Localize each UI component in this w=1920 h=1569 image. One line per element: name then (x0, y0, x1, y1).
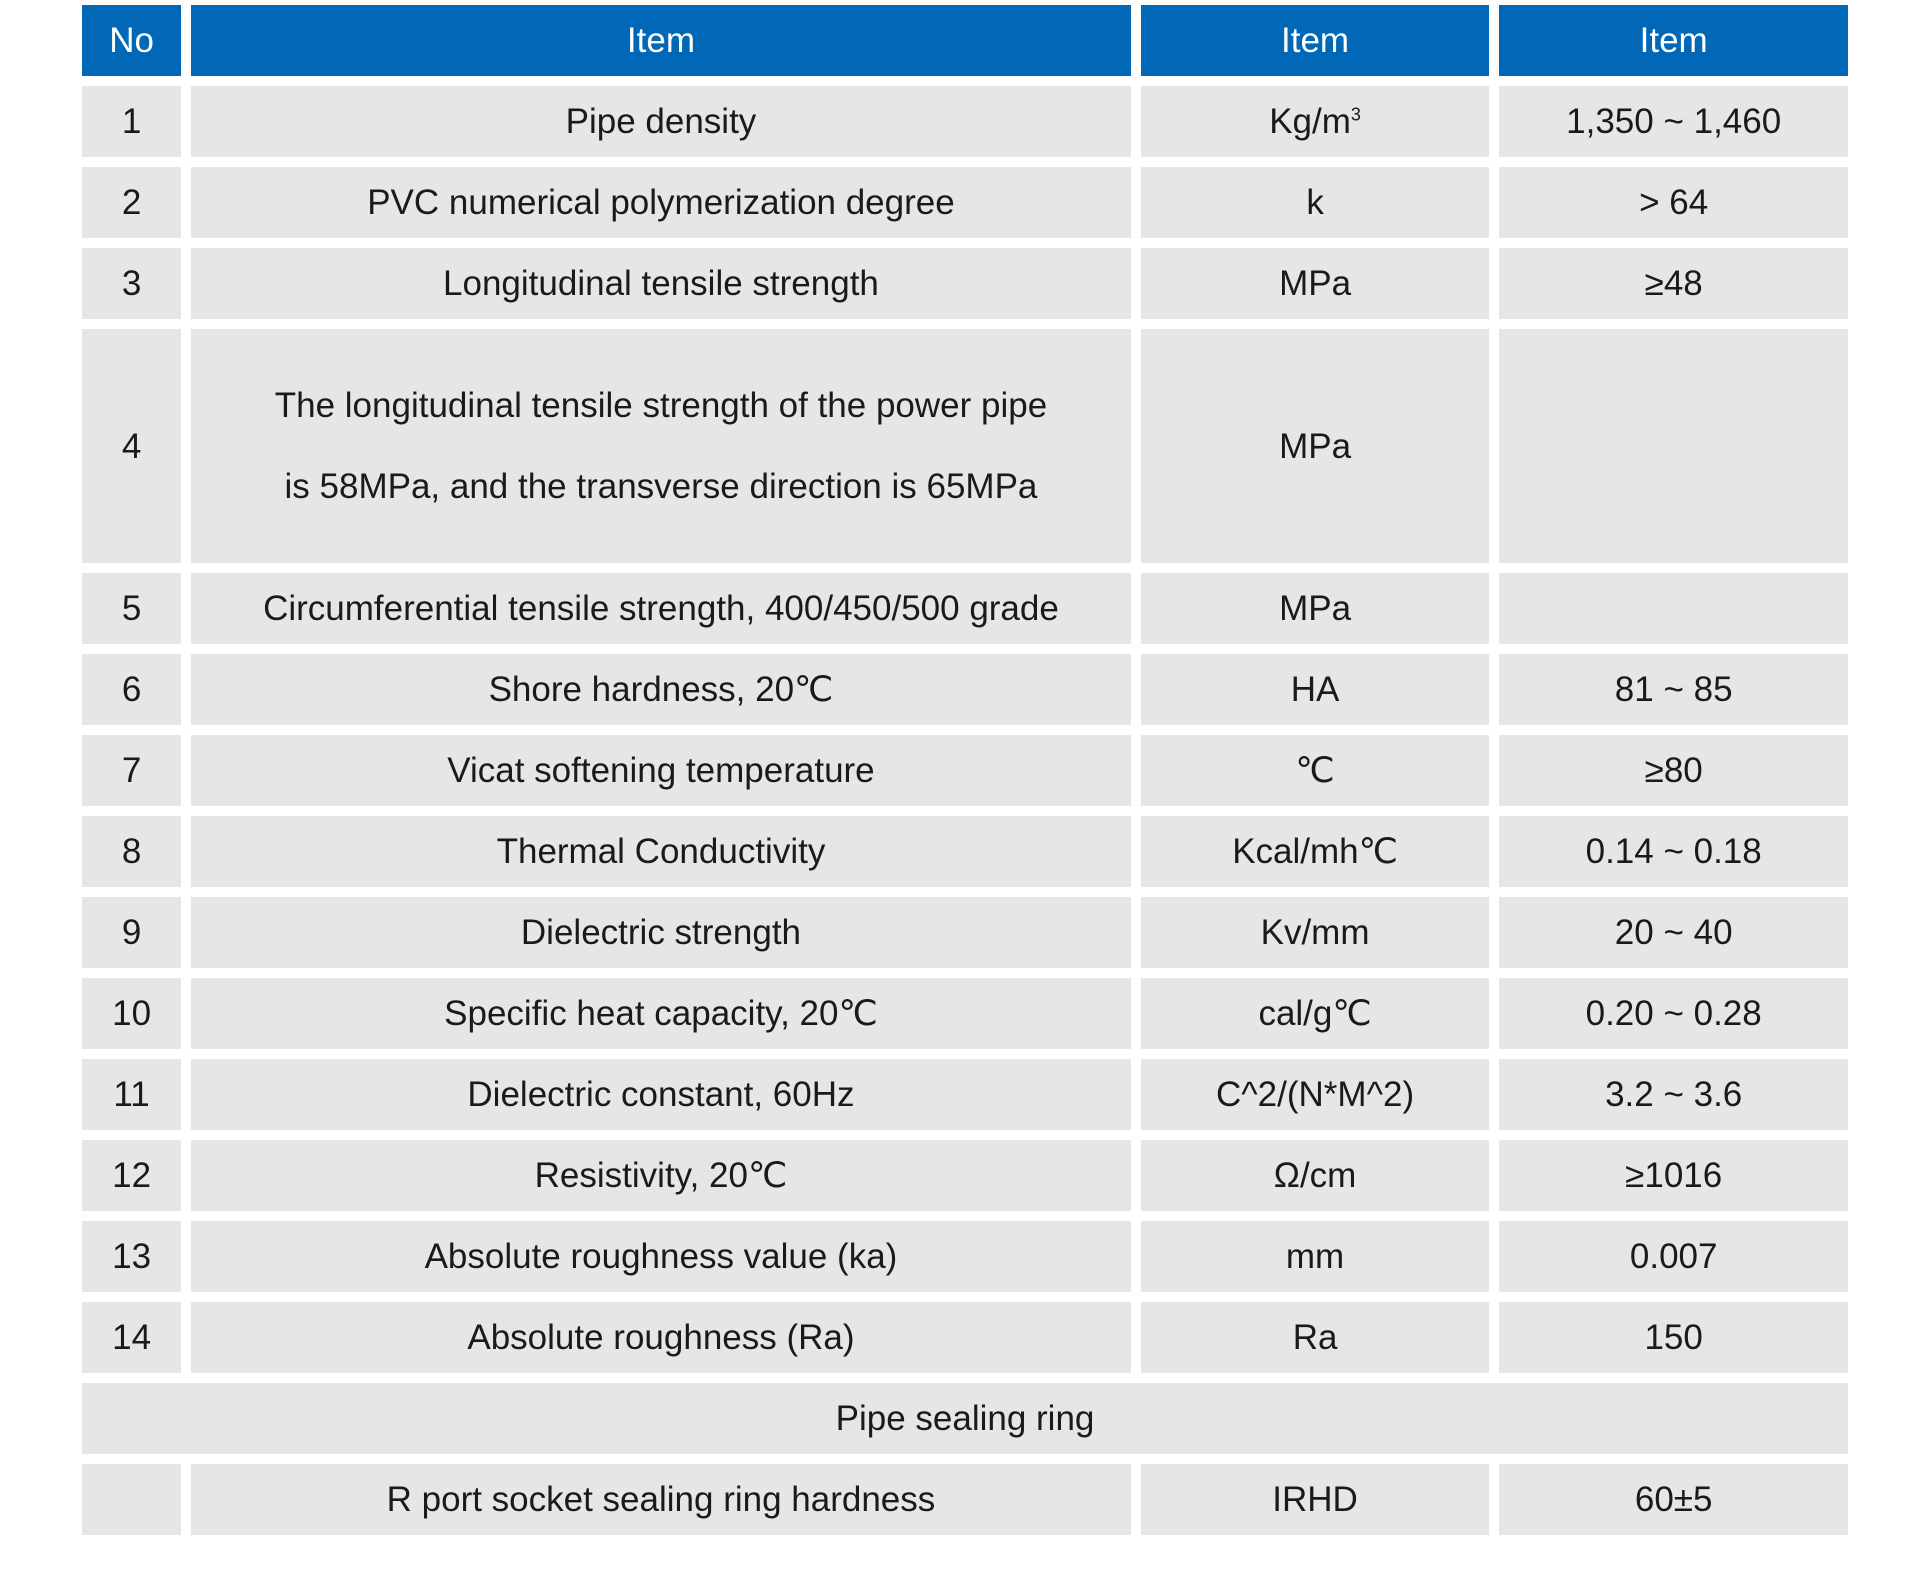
cell-no: 1 (82, 86, 182, 157)
cell-no: 4 (82, 329, 182, 563)
header-value: Item (1499, 5, 1848, 76)
cell-no: 8 (82, 816, 182, 887)
cell-item-line: The longitudinal tensile strength of the… (274, 386, 1048, 425)
cell-item: Shore hardness, 20℃ (191, 654, 1131, 725)
table-row: 10 Specific heat capacity, 20℃ cal/g℃ 0.… (82, 978, 1848, 1049)
cell-value: > 64 (1499, 167, 1848, 238)
table-row: 11 Dielectric constant, 60Hz C^2/(N*M^2)… (82, 1059, 1848, 1130)
cell-value: 0.14 ~ 0.18 (1499, 816, 1848, 887)
cell-unit: HA (1140, 654, 1490, 725)
cell-unit: Kg/m3 (1140, 86, 1490, 157)
cell-value: 20 ~ 40 (1499, 897, 1848, 968)
header-unit: Item (1140, 5, 1490, 76)
cell-unit: Kcal/mh℃ (1140, 816, 1490, 887)
cell-item: Vicat softening temperature (191, 735, 1131, 806)
cell-no: 14 (82, 1302, 182, 1373)
cell-item-line: is 58MPa, and the transverse direction i… (284, 467, 1038, 506)
unit-base: Kg/m (1269, 101, 1351, 141)
cell-unit: mm (1140, 1221, 1490, 1292)
header-no: No (82, 5, 182, 76)
cell-item: Circumferential tensile strength, 400/45… (191, 573, 1131, 644)
cell-unit: MPa (1140, 573, 1490, 644)
table-row: 14 Absolute roughness (Ra) Ra 150 (82, 1302, 1848, 1373)
cell-unit: cal/g℃ (1140, 978, 1490, 1049)
table-row: 1 Pipe density Kg/m3 1,350 ~ 1,460 (82, 86, 1848, 157)
cell-value: ≥48 (1499, 248, 1848, 319)
cell-unit: MPa (1140, 329, 1490, 563)
table-row: 3 Longitudinal tensile strength MPa ≥48 (82, 248, 1848, 319)
table-row: R port socket sealing ring hardness IRHD… (82, 1464, 1848, 1535)
cell-unit: MPa (1140, 248, 1490, 319)
spec-table: No Item Item Item 1 Pipe density Kg/m3 1… (72, 0, 1858, 1545)
cell-no: 9 (82, 897, 182, 968)
table-row: 13 Absolute roughness value (ka) mm 0.00… (82, 1221, 1848, 1292)
cell-item: Resistivity, 20℃ (191, 1140, 1131, 1211)
cell-value: 60±5 (1499, 1464, 1848, 1535)
cell-value: 81 ~ 85 (1499, 654, 1848, 725)
table-row: 5 Circumferential tensile strength, 400/… (82, 573, 1848, 644)
section-title: Pipe sealing ring (82, 1383, 1848, 1454)
table-row: 8 Thermal Conductivity Kcal/mh℃ 0.14 ~ 0… (82, 816, 1848, 887)
cell-no: 2 (82, 167, 182, 238)
cell-item: Dielectric strength (191, 897, 1131, 968)
cell-item: PVC numerical polymerization degree (191, 167, 1131, 238)
table-row: 4 The longitudinal tensile strength of t… (82, 329, 1848, 563)
cell-value (1499, 573, 1848, 644)
cell-value: 0.007 (1499, 1221, 1848, 1292)
cell-item: Absolute roughness (Ra) (191, 1302, 1131, 1373)
section-row: Pipe sealing ring (82, 1383, 1848, 1454)
cell-item: R port socket sealing ring hardness (191, 1464, 1131, 1535)
cell-item: Specific heat capacity, 20℃ (191, 978, 1131, 1049)
cell-value: ≥1016 (1499, 1140, 1848, 1211)
table-row: 2 PVC numerical polymerization degree k … (82, 167, 1848, 238)
cell-value (1499, 329, 1848, 563)
cell-value: 1,350 ~ 1,460 (1499, 86, 1848, 157)
cell-value: ≥80 (1499, 735, 1848, 806)
cell-no: 11 (82, 1059, 182, 1130)
cell-value: 150 (1499, 1302, 1848, 1373)
cell-unit: ℃ (1140, 735, 1490, 806)
cell-no: 10 (82, 978, 182, 1049)
spec-table-container: No Item Item Item 1 Pipe density Kg/m3 1… (82, 5, 1848, 1535)
cell-unit: IRHD (1140, 1464, 1490, 1535)
cell-no: 6 (82, 654, 182, 725)
table-row: 7 Vicat softening temperature ℃ ≥80 (82, 735, 1848, 806)
cell-no (82, 1464, 182, 1535)
cell-no: 5 (82, 573, 182, 644)
cell-no: 7 (82, 735, 182, 806)
unit-superscript: 3 (1350, 103, 1361, 124)
cell-no: 13 (82, 1221, 182, 1292)
table-row: 12 Resistivity, 20℃ Ω/cm ≥1016 (82, 1140, 1848, 1211)
cell-unit: Kv/mm (1140, 897, 1490, 968)
table-row: 6 Shore hardness, 20℃ HA 81 ~ 85 (82, 654, 1848, 725)
table-row: 9 Dielectric strength Kv/mm 20 ~ 40 (82, 897, 1848, 968)
cell-item: Thermal Conductivity (191, 816, 1131, 887)
cell-item: Dielectric constant, 60Hz (191, 1059, 1131, 1130)
cell-item: Absolute roughness value (ka) (191, 1221, 1131, 1292)
cell-item: Pipe density (191, 86, 1131, 157)
header-row: No Item Item Item (82, 5, 1848, 76)
cell-item: The longitudinal tensile strength of the… (191, 329, 1131, 563)
cell-value: 3.2 ~ 3.6 (1499, 1059, 1848, 1130)
cell-no: 3 (82, 248, 182, 319)
cell-item: Longitudinal tensile strength (191, 248, 1131, 319)
cell-unit: k (1140, 167, 1490, 238)
cell-unit: Ω/cm (1140, 1140, 1490, 1211)
header-item: Item (191, 5, 1131, 76)
cell-unit: C^2/(N*M^2) (1140, 1059, 1490, 1130)
cell-value: 0.20 ~ 0.28 (1499, 978, 1848, 1049)
cell-no: 12 (82, 1140, 182, 1211)
cell-unit: Ra (1140, 1302, 1490, 1373)
